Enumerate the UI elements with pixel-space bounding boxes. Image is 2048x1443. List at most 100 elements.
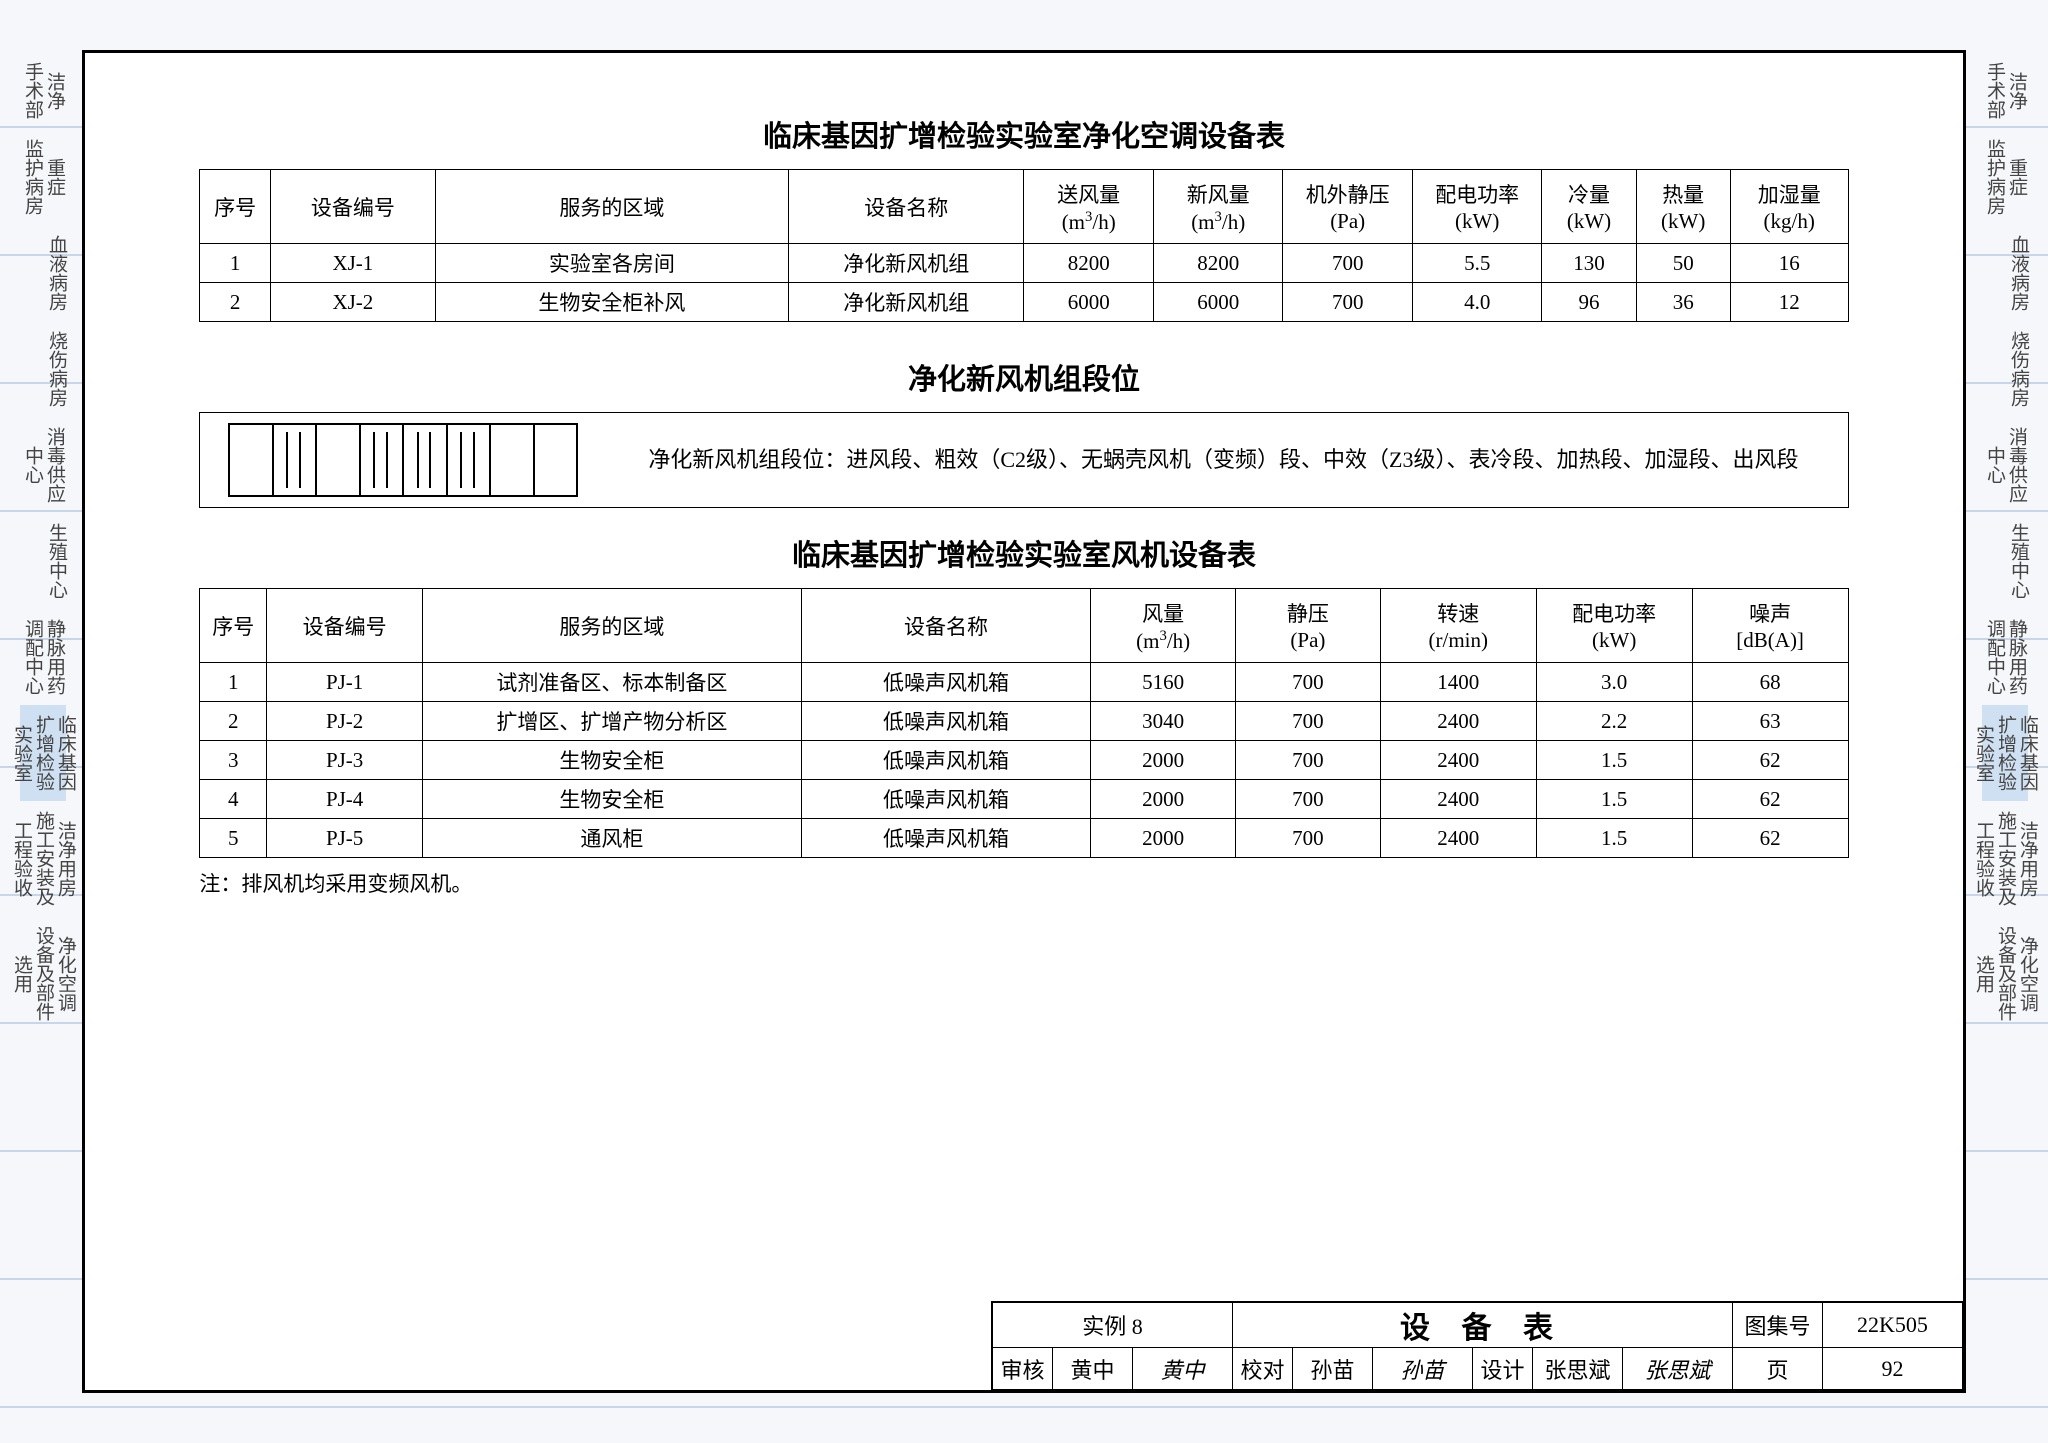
table-cell: 2400 (1380, 819, 1536, 858)
side-tab[interactable]: 调配中心静脉用药 (1982, 609, 2028, 705)
table-header: 设备编号 (267, 589, 423, 663)
table-cell: 3.0 (1536, 663, 1692, 702)
table-cell: PJ-1 (267, 663, 423, 702)
table-header: 配电功率(kW) (1536, 589, 1692, 663)
table-cell: 2.2 (1536, 702, 1692, 741)
title-block: 实例 8 设 备 表 图集号 22K505 审核 黄中 黄中 校对 孙苗 孙苗 … (991, 1301, 1966, 1393)
table1-title: 临床基因扩增检验实验室净化空调设备表 (165, 113, 1883, 155)
table-cell: 700 (1236, 663, 1381, 702)
table-header: 转速(r/min) (1380, 589, 1536, 663)
table-header: 静压(Pa) (1236, 589, 1381, 663)
table-cell: XJ-2 (270, 283, 435, 322)
table-cell: 2400 (1380, 780, 1536, 819)
tb-page-label: 页 (1733, 1348, 1823, 1390)
side-tab[interactable]: 中心消毒供应 (1982, 417, 2028, 513)
table-row: 1XJ-1实验室各房间净化新风机组820082007005.51305016 (200, 244, 1848, 283)
table-cell: 净化新风机组 (788, 244, 1023, 283)
side-tab[interactable]: 实验室扩增检验临床基因 (20, 705, 66, 801)
tb-set-no: 22K505 (1823, 1303, 1963, 1348)
side-tab[interactable]: 监护病房重症 (20, 129, 66, 225)
side-tab[interactable]: 选用设备及部件净化空调 (20, 916, 66, 1031)
side-tab[interactable]: 监护病房重症 (1982, 129, 2028, 225)
table-header: 序号 (200, 170, 271, 244)
ahu-section-desc: 净化新风机组段位：进风段、粗效（C2级）、无蜗壳风机（变频）段、中效（Z3级）、… (648, 442, 1819, 477)
table-cell: PJ-3 (267, 741, 423, 780)
table-cell: 5160 (1091, 663, 1236, 702)
table-header: 冷量(kW) (1542, 170, 1636, 244)
table-cell: 试剂准备区、标本制备区 (423, 663, 802, 702)
unit-section-title: 净化新风机组段位 (165, 356, 1883, 398)
tb-review-sig: 黄中 (1133, 1348, 1233, 1390)
table-row: 2PJ-2扩增区、扩增产物分析区低噪声风机箱304070024002.263 (200, 702, 1848, 741)
table-cell: 生物安全柜 (423, 780, 802, 819)
tb-design-sig: 张思斌 (1623, 1348, 1733, 1390)
table-cell: 6000 (1153, 283, 1283, 322)
side-tab[interactable]: 血液病房 (20, 225, 66, 321)
table-cell: 62 (1692, 741, 1848, 780)
table-row: 2XJ-2生物安全柜补风净化新风机组600060007004.0963612 (200, 283, 1848, 322)
table-header: 服务的区域 (435, 170, 788, 244)
table-cell: 8200 (1024, 244, 1154, 283)
side-tab[interactable]: 生殖中心 (1982, 513, 2028, 609)
table-cell: 2 (200, 702, 267, 741)
table-cell: 低噪声风机箱 (801, 819, 1091, 858)
side-tab[interactable]: 烧伤病房 (1982, 321, 2028, 417)
side-tab[interactable]: 选用设备及部件净化空调 (1982, 916, 2028, 1031)
table-cell: 2000 (1091, 780, 1236, 819)
table-header: 噪声[dB(A)] (1692, 589, 1848, 663)
table-cell: 68 (1692, 663, 1848, 702)
table-cell: 63 (1692, 702, 1848, 741)
tb-example: 实例 8 (993, 1303, 1233, 1348)
table-cell: PJ-5 (267, 819, 423, 858)
table-cell: 2 (200, 283, 271, 322)
table-cell: 1.5 (1536, 780, 1692, 819)
table-cell: 1400 (1380, 663, 1536, 702)
table-header: 加湿量(kg/h) (1730, 170, 1848, 244)
table-cell: 3040 (1091, 702, 1236, 741)
table-cell: 实验室各房间 (435, 244, 788, 283)
table-cell: 低噪声风机箱 (801, 663, 1091, 702)
side-tabs-left: 手术部洁净监护病房重症血液病房烧伤病房中心消毒供应生殖中心调配中心静脉用药实验室… (20, 52, 66, 1031)
table-header: 设备名称 (801, 589, 1091, 663)
side-tab[interactable]: 实验室扩增检验临床基因 (1982, 705, 2028, 801)
side-tab[interactable]: 手术部洁净 (20, 52, 66, 129)
table-cell: 12 (1730, 283, 1848, 322)
table-header: 热量(kW) (1636, 170, 1730, 244)
table-header: 送风量(m3/h) (1024, 170, 1154, 244)
table-row: 5PJ-5通风柜低噪声风机箱200070024001.562 (200, 819, 1848, 858)
table-cell: XJ-1 (270, 244, 435, 283)
tb-page-no: 92 (1823, 1348, 1963, 1390)
table-cell: 1.5 (1536, 741, 1692, 780)
side-tab[interactable]: 工程验收施工安装及洁净用房 (20, 801, 66, 916)
side-tab[interactable]: 生殖中心 (20, 513, 66, 609)
side-tab[interactable]: 工程验收施工安装及洁净用房 (1982, 801, 2028, 916)
table-cell: 3 (200, 741, 267, 780)
table-cell: 低噪声风机箱 (801, 741, 1091, 780)
tb-set-label: 图集号 (1733, 1303, 1823, 1348)
side-tab[interactable]: 调配中心静脉用药 (20, 609, 66, 705)
table-cell: 700 (1236, 780, 1381, 819)
table-cell: 低噪声风机箱 (801, 702, 1091, 741)
table-header: 新风量(m3/h) (1153, 170, 1283, 244)
tb-review-label: 审核 (993, 1348, 1053, 1390)
table2-note: 注：排风机均采用变频风机。 (199, 868, 1848, 898)
table-header: 配电功率(kW) (1412, 170, 1542, 244)
side-tab[interactable]: 烧伤病房 (20, 321, 66, 417)
table-cell: 1 (200, 244, 271, 283)
table-row: 4PJ-4生物安全柜低噪声风机箱200070024001.562 (200, 780, 1848, 819)
side-tab[interactable]: 血液病房 (1982, 225, 2028, 321)
table-cell: PJ-2 (267, 702, 423, 741)
side-tabs-right: 手术部洁净监护病房重症血液病房烧伤病房中心消毒供应生殖中心调配中心静脉用药实验室… (1982, 52, 2028, 1031)
table-cell: 6000 (1024, 283, 1154, 322)
tb-check-label: 校对 (1233, 1348, 1293, 1390)
tb-review-name: 黄中 (1053, 1348, 1133, 1390)
side-tab[interactable]: 中心消毒供应 (20, 417, 66, 513)
table-cell: 2400 (1380, 741, 1536, 780)
table-row: 3PJ-3生物安全柜低噪声风机箱200070024001.562 (200, 741, 1848, 780)
ahu-diagram (228, 423, 578, 497)
table-cell: 50 (1636, 244, 1730, 283)
table-cell: 低噪声风机箱 (801, 780, 1091, 819)
tb-sheet-title: 设 备 表 (1233, 1303, 1733, 1348)
side-tab[interactable]: 手术部洁净 (1982, 52, 2028, 129)
table-cell: 130 (1542, 244, 1636, 283)
